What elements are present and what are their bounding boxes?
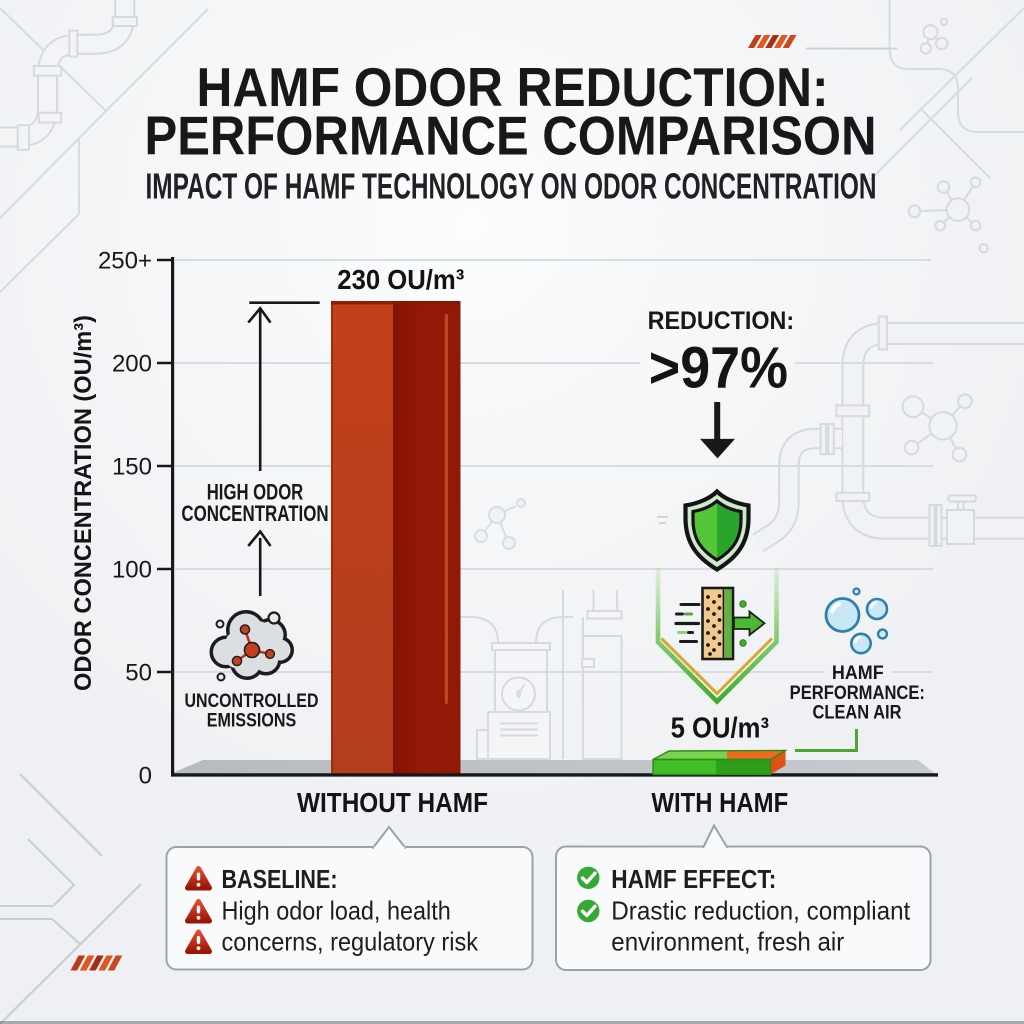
svg-text:IMPACT OF HAMF TECHNOLOGY ON O: IMPACT OF HAMF TECHNOLOGY ON ODOR CONCEN…	[146, 166, 877, 207]
svg-text:0: 0	[139, 763, 152, 790]
svg-text:PERFORMANCE COMPARISON: PERFORMANCE COMPARISON	[145, 105, 877, 167]
svg-text:200: 200	[112, 351, 152, 378]
svg-text:WITHOUT HAMF: WITHOUT HAMF	[297, 787, 488, 818]
svg-text:REDUCTION:: REDUCTION:	[648, 307, 795, 335]
svg-text:CONCENTRATION: CONCENTRATION	[181, 501, 328, 526]
svg-text:BASELINE:: BASELINE:	[222, 864, 338, 894]
svg-text:230 OU/m³: 230 OU/m³	[337, 264, 464, 295]
svg-text:5 OU/m³: 5 OU/m³	[671, 713, 770, 745]
svg-text:HAMF EFFECT:: HAMF EFFECT:	[611, 864, 776, 894]
svg-text:HAMF ODOR REDUCTION:: HAMF ODOR REDUCTION:	[197, 56, 829, 118]
svg-text:Drastic reduction, compliant: Drastic reduction, compliant	[611, 896, 911, 926]
svg-text:100: 100	[112, 557, 152, 584]
svg-text:concerns, regulatory risk: concerns, regulatory risk	[222, 927, 479, 957]
svg-text:50: 50	[125, 660, 152, 687]
svg-text:HIGH ODOR: HIGH ODOR	[207, 479, 304, 504]
svg-text:WITH HAMF: WITH HAMF	[651, 787, 788, 818]
svg-text:ODOR CONCENTRATION (OU/m³): ODOR CONCENTRATION (OU/m³)	[70, 315, 97, 691]
svg-text:UNCONTROLLED: UNCONTROLLED	[185, 691, 319, 712]
svg-text:250+: 250+	[98, 248, 152, 275]
svg-text:HAMF: HAMF	[832, 663, 884, 684]
svg-text:EMISSIONS: EMISSIONS	[207, 711, 296, 732]
svg-text:environment, fresh air: environment, fresh air	[611, 927, 844, 957]
svg-text:>97%: >97%	[649, 336, 788, 401]
svg-text:High odor load, health: High odor load, health	[222, 896, 451, 926]
svg-text:PERFORMANCE:: PERFORMANCE:	[790, 683, 925, 704]
svg-text:150: 150	[112, 454, 152, 481]
svg-text:CLEAN AIR: CLEAN AIR	[813, 702, 902, 723]
